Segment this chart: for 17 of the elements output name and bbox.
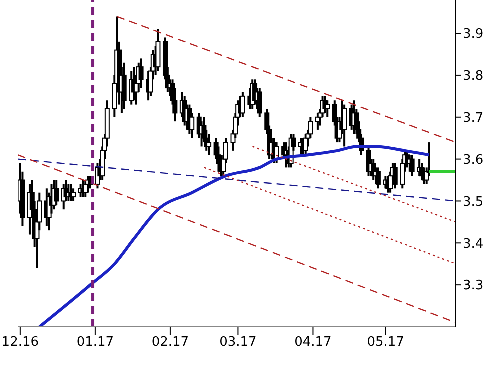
x-tick-label: 02.17: [152, 335, 190, 350]
y-tick-label: 3.6: [463, 152, 484, 168]
y-tick-label: 3.7: [463, 111, 484, 126]
candlestick: [54, 179, 60, 206]
y-tick-label: 3.9: [463, 27, 484, 42]
x-tick-label: 03.17: [220, 335, 257, 350]
x-tick-label: 01.17: [76, 335, 114, 350]
candlestick: [71, 188, 76, 202]
y-tick-label: 3.4: [463, 236, 484, 252]
candlestick: [206, 133, 212, 156]
candlestick: [138, 58, 144, 90]
y-tick-label: 3.5: [463, 194, 484, 210]
x-tick-label: 04.17: [294, 335, 332, 350]
y-tick-label: 3.8: [463, 69, 484, 84]
x-tick-label: 12.16: [2, 335, 40, 350]
y-tick-label: 3.3: [463, 278, 484, 294]
x-tick-label: 05.17: [367, 335, 404, 350]
